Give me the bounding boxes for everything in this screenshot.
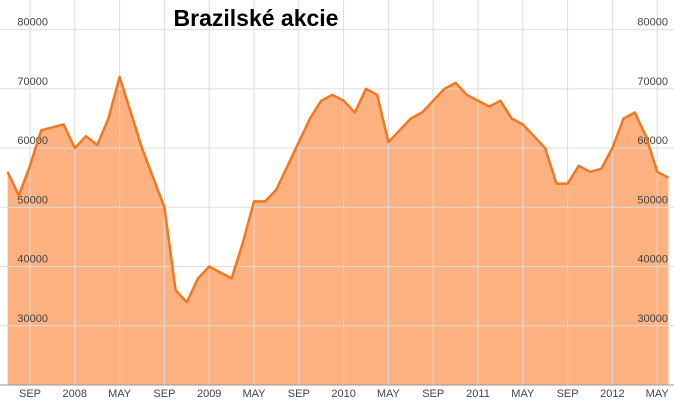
x-tick-label: SEP: [153, 388, 175, 400]
y-tick-label: 40000: [17, 254, 48, 266]
y-tick-label: 30000: [637, 313, 668, 325]
y-tick-label: 30000: [17, 313, 48, 325]
y-tick-label: 70000: [637, 76, 668, 88]
area: [7, 77, 669, 385]
x-tick-label: SEP: [288, 388, 310, 400]
x-tick-label: SEP: [19, 388, 41, 400]
y-tick-label: 40000: [637, 254, 668, 266]
x-tick-label: SEP: [557, 388, 579, 400]
x-tick-label: MAY: [242, 388, 266, 400]
line: [6, 75, 669, 304]
x-tick-label: SEP: [422, 388, 444, 400]
y-tick-label: 50000: [637, 194, 668, 206]
x-tick-label: MAY: [646, 388, 670, 400]
x-tick-label: 2010: [331, 388, 355, 400]
y-tick-label: 80000: [17, 17, 48, 29]
chart-title: Brazilské akcie: [174, 5, 339, 31]
y-tick-label: 80000: [637, 17, 668, 29]
x-tick-label: MAY: [108, 388, 132, 400]
x-tick-label: 2008: [63, 388, 87, 400]
x-tick-label: 2012: [600, 388, 624, 400]
x-tick-label: 2011: [466, 388, 490, 400]
x-tick-label: MAY: [377, 388, 401, 400]
y-tick-label: 50000: [17, 194, 48, 206]
y-tick-label: 60000: [637, 135, 668, 147]
y-tick-label: 70000: [17, 76, 48, 88]
x-tick-label: MAY: [511, 388, 535, 400]
y-tick-label: 60000: [17, 135, 48, 147]
x-tick-label: 2009: [197, 388, 221, 400]
